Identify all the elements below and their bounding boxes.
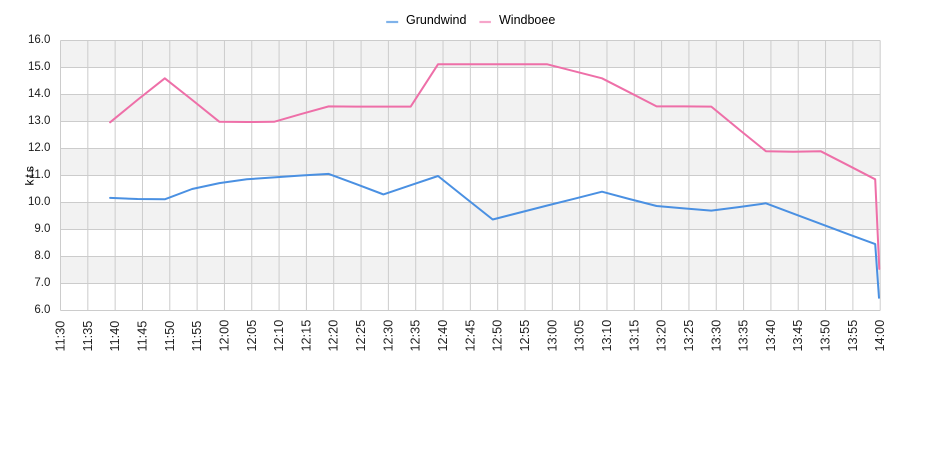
svg-text:12:35: 12:35 — [409, 320, 423, 352]
svg-text:11:35: 11:35 — [81, 321, 95, 352]
svg-text:12:10: 12:10 — [272, 320, 286, 352]
svg-text:13:25: 13:25 — [682, 320, 696, 352]
svg-text:12:30: 12:30 — [381, 320, 395, 352]
svg-text:8.0: 8.0 — [34, 250, 50, 262]
svg-text:13:40: 13:40 — [764, 320, 778, 352]
svg-text:12:50: 12:50 — [491, 320, 505, 352]
svg-text:11:55: 11:55 — [190, 321, 204, 352]
svg-text:11:40: 11:40 — [108, 321, 122, 352]
svg-text:6.0: 6.0 — [34, 304, 50, 316]
svg-text:Windboee: Windboee — [499, 13, 555, 27]
svg-text:7.0: 7.0 — [34, 277, 50, 289]
svg-text:14:00: 14:00 — [873, 320, 887, 352]
svg-text:12:40: 12:40 — [436, 320, 450, 352]
svg-text:11.0: 11.0 — [29, 169, 51, 181]
svg-text:13.0: 13.0 — [28, 115, 50, 127]
svg-text:13:15: 13:15 — [627, 320, 641, 352]
svg-text:13:30: 13:30 — [709, 320, 723, 352]
svg-text:13:05: 13:05 — [573, 320, 587, 352]
svg-text:13:45: 13:45 — [791, 320, 805, 352]
svg-text:12:20: 12:20 — [327, 320, 341, 352]
svg-text:12:45: 12:45 — [463, 320, 477, 352]
svg-text:kts: kts — [22, 164, 36, 185]
svg-text:14.0: 14.0 — [28, 88, 50, 100]
svg-text:11:30: 11:30 — [54, 321, 68, 352]
svg-text:11:50: 11:50 — [163, 321, 177, 352]
svg-text:12:55: 12:55 — [518, 320, 532, 352]
svg-text:12:15: 12:15 — [299, 320, 313, 352]
svg-text:12:05: 12:05 — [245, 320, 259, 352]
svg-text:13:50: 13:50 — [819, 320, 833, 352]
svg-text:Grundwind: Grundwind — [406, 13, 466, 27]
svg-text:11:45: 11:45 — [135, 321, 149, 352]
svg-text:12:00: 12:00 — [217, 320, 231, 352]
svg-text:13:20: 13:20 — [655, 320, 669, 352]
svg-text:10.0: 10.0 — [28, 196, 50, 208]
svg-text:15.0: 15.0 — [28, 61, 50, 73]
svg-text:13:10: 13:10 — [600, 320, 614, 352]
svg-text:13:55: 13:55 — [846, 320, 860, 352]
svg-text:16.0: 16.0 — [28, 34, 50, 46]
svg-text:12.0: 12.0 — [28, 142, 50, 154]
svg-text:9.0: 9.0 — [34, 223, 50, 235]
svg-text:13:00: 13:00 — [545, 320, 559, 352]
svg-text:12:25: 12:25 — [354, 320, 368, 352]
svg-text:13:35: 13:35 — [737, 320, 751, 352]
